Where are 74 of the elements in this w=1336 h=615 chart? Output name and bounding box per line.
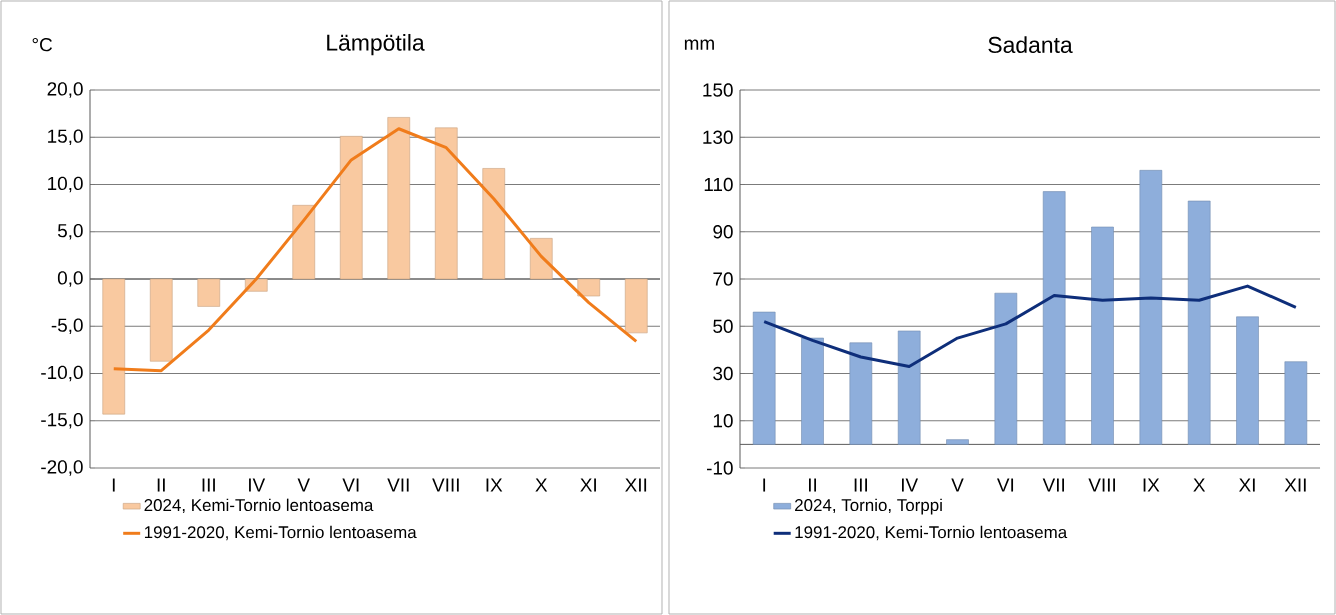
y-tick-label: 110 (704, 177, 733, 192)
x-tick-label: V (951, 478, 964, 492)
chart-title: Lämpötila (327, 33, 425, 56)
bar (339, 136, 363, 280)
x-tick-label: VI (342, 478, 359, 492)
bar (197, 278, 221, 307)
y-tick-label: 150 (703, 83, 733, 97)
bar (1139, 170, 1163, 445)
bar (577, 278, 601, 297)
bar (1091, 226, 1114, 445)
bar (946, 439, 969, 445)
x-tick-label: VIII (432, 478, 459, 492)
x-tick-label: III (854, 478, 867, 492)
bar (624, 278, 648, 334)
y-tick-label: 5,0 (57, 223, 83, 240)
bar (292, 205, 316, 280)
bar (149, 278, 173, 362)
x-tick-label: IX (1143, 478, 1160, 492)
line-series (762, 284, 1298, 368)
x-tick-label: I (763, 478, 766, 492)
x-tick-label: IV (901, 478, 919, 492)
x-tick-label: II (809, 478, 817, 492)
y-tick-label: 30 (713, 366, 733, 381)
x-tick-label: V (297, 478, 310, 492)
y-tick-label: -5,0 (51, 318, 83, 335)
x-tick-label: X (535, 478, 548, 492)
x-tick-label: II (157, 478, 165, 492)
y-tick-label: 130 (703, 130, 733, 144)
x-tick-label: I (112, 478, 115, 492)
bar (102, 278, 126, 415)
x-tick-label: VI (996, 478, 1014, 492)
x-tick-label: III (202, 478, 215, 492)
y-tick-label: 15,0 (48, 129, 83, 146)
x-tick-label: XII (625, 478, 647, 492)
y-tick-label: 90 (713, 225, 733, 239)
y-tick-label: -10,0 (41, 365, 83, 382)
x-tick-label: XI (1238, 478, 1255, 492)
bar (801, 337, 824, 445)
legend-label: 2024, Tornio, Torppi (795, 498, 942, 515)
x-tick-label: X (1193, 478, 1206, 492)
x-tick-label: IX (486, 478, 503, 492)
x-tick-label: IV (249, 478, 266, 492)
x-tick-label: XI (580, 478, 596, 492)
line-series (112, 127, 638, 373)
bar (434, 127, 458, 280)
y-tick-label: -10 (706, 461, 733, 475)
legend-label: 2024, Kemi-Tornio lentoasema (144, 498, 374, 514)
y-tick-label: 10,0 (48, 176, 83, 193)
bar (897, 330, 921, 445)
x-tick-label: VIII (1088, 478, 1115, 492)
y-tick-label: 70 (713, 272, 733, 286)
y-axis-title: mm (684, 39, 714, 50)
bar (1236, 316, 1259, 445)
bar (1187, 200, 1211, 445)
bar (1284, 361, 1308, 445)
bar (482, 168, 506, 280)
bar (752, 311, 776, 445)
bar (994, 292, 1018, 445)
y-tick-label: 0,0 (57, 271, 83, 287)
y-tick-label: 20,0 (47, 82, 83, 98)
y-axis-title: °C (32, 37, 53, 52)
x-tick-label: XII (1284, 478, 1306, 492)
y-tick-label: 50 (713, 319, 733, 333)
chart-title: Sadanta (988, 36, 1073, 54)
y-tick-label: -20,0 (41, 460, 83, 476)
bar (1042, 191, 1066, 445)
x-tick-label: VII (387, 478, 409, 492)
y-tick-label: 10 (713, 414, 733, 428)
legend-label: 1991-2020, Kemi-Tornio lentoasema (795, 525, 1068, 541)
y-tick-label: -15,0 (41, 412, 83, 429)
bar (387, 117, 411, 280)
x-tick-label: VII (1042, 478, 1065, 492)
legend-label: 1991-2020, Kemi-Tornio lentoasema (144, 525, 417, 541)
bar (849, 342, 873, 445)
